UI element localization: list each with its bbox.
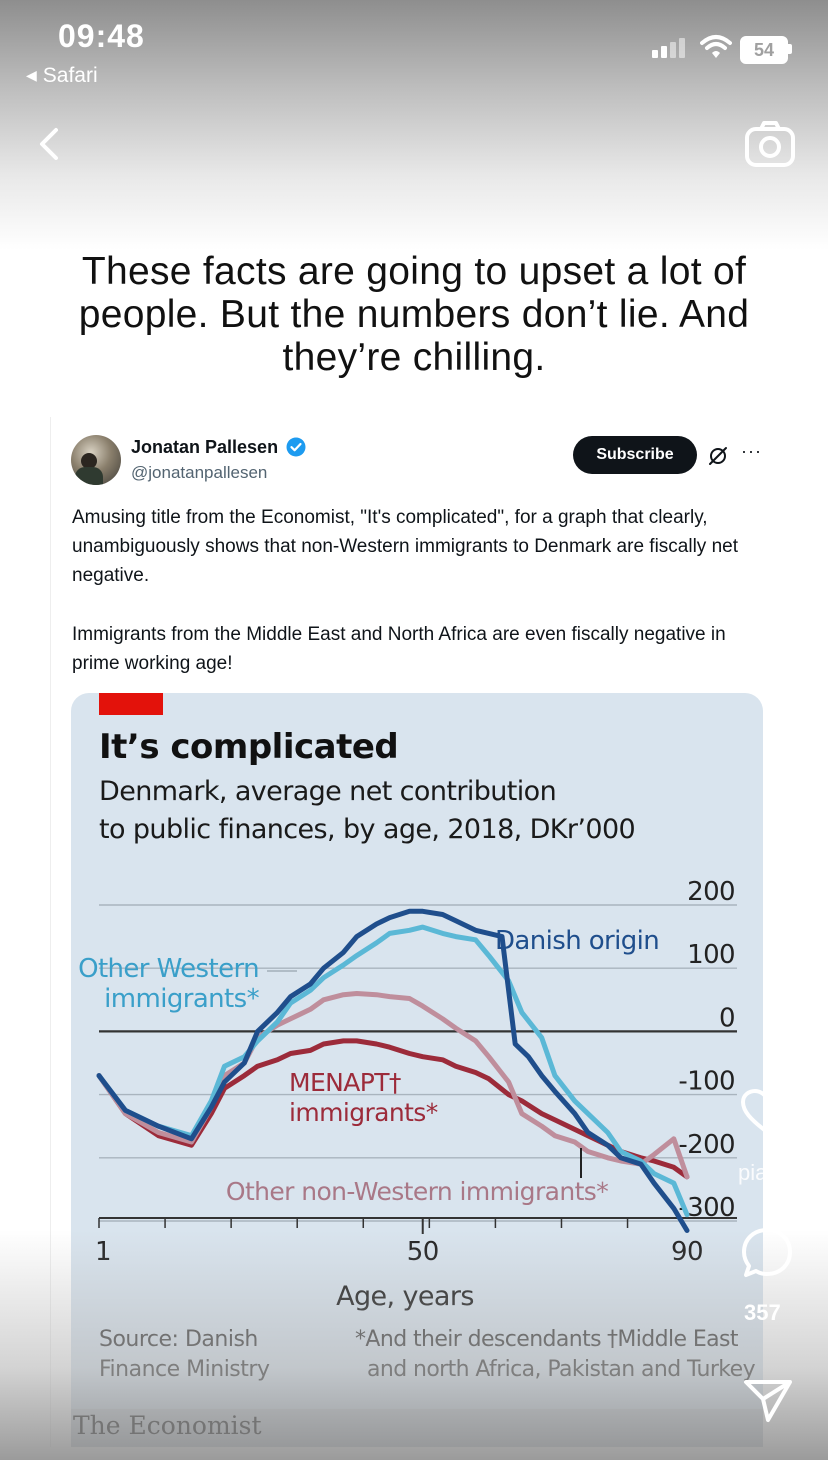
economist-chart-image[interactable]: It’s complicated Denmark, average net co… <box>71 693 763 1447</box>
grok-icon[interactable] <box>707 445 729 467</box>
tweet-text-paragraph: Immigrants from the Middle East and Nort… <box>72 624 726 674</box>
status-time: 09:48 <box>58 18 145 54</box>
story-headline: These facts are going to upset a lot of … <box>78 250 750 379</box>
chart-footnote: *And their descendants †Middle East and … <box>355 1325 756 1385</box>
chart-source: Source: Danish Finance Ministry <box>99 1325 270 1385</box>
x-tick-label: 50 <box>407 1237 439 1267</box>
chart-title: It’s complicated <box>99 727 399 767</box>
y-tick-label: 200 <box>687 877 735 907</box>
chevron-left-icon[interactable] <box>32 124 72 164</box>
y-tick-label: 100 <box>687 940 735 970</box>
series-label-menapt: immigrants* <box>289 1098 438 1127</box>
overlay-text: pia <box>738 1160 768 1185</box>
series-label-other-western: Other Western <box>78 954 259 984</box>
series-label-menapt: MENAPT† <box>289 1068 401 1097</box>
footnote-menapt-detail: and north Africa, Pakistan and Turkey <box>367 1357 756 1382</box>
economist-brand-bar: The Economist <box>71 1409 763 1447</box>
back-app-label: Safari <box>42 64 98 87</box>
battery-icon: 54 <box>740 36 788 64</box>
x-tick-label: 1 <box>95 1237 111 1267</box>
y-tick-label: 0 <box>719 1003 735 1033</box>
source-line: Finance Ministry <box>99 1357 270 1382</box>
wifi-icon <box>700 35 732 58</box>
footnote-menapt: †Middle East <box>607 1327 739 1352</box>
chart-subtitle-line: to public finances, by age, 2018, DKr’00… <box>99 814 636 845</box>
comment-icon[interactable] <box>740 1226 794 1280</box>
camera-icon[interactable] <box>744 120 796 168</box>
series-line <box>96 908 690 1233</box>
heart-icon[interactable] <box>740 1088 794 1136</box>
chart-subtitle: Denmark, average net contribution to pub… <box>99 773 719 849</box>
avatar[interactable] <box>71 435 121 485</box>
more-options-icon[interactable]: ··· <box>741 441 762 461</box>
tweet-card: Jonatan Pallesen @jonatanpallesen Subscr… <box>50 417 779 1447</box>
battery-tip <box>788 44 792 54</box>
tweet-text-paragraph: Amusing title from the Economist, "It's … <box>72 507 738 586</box>
y-tick-label: -200 <box>678 1130 735 1160</box>
share-icon[interactable] <box>742 1378 794 1424</box>
x-axis-label: Age, years <box>336 1281 474 1312</box>
series-line <box>96 924 690 1218</box>
footnote-descendants: *And their descendants <box>355 1327 602 1352</box>
author-handle[interactable]: @jonatanpallesen <box>131 463 268 482</box>
x-tick-label: 90 <box>671 1237 703 1267</box>
economist-red-tag <box>99 693 163 715</box>
back-to-app-link[interactable]: ◀ Safari <box>26 64 98 88</box>
chart-subtitle-line: Denmark, average net contribution <box>99 776 557 807</box>
series-label-other-western: immigrants* <box>104 984 259 1014</box>
status-bar-gradient <box>0 0 828 250</box>
back-triangle-icon: ◀ <box>26 67 37 83</box>
economist-logo: The Economist <box>73 1411 262 1440</box>
source-line: Source: Danish <box>99 1327 258 1352</box>
battery-level: 54 <box>753 40 775 60</box>
y-tick-label: -100 <box>678 1067 735 1097</box>
verified-badge-icon <box>286 437 306 457</box>
author-name[interactable]: Jonatan Pallesen <box>131 437 279 457</box>
series-label-danish-origin: Danish origin <box>495 926 659 956</box>
cellular-signal-icon <box>652 38 688 58</box>
series-label-other-non-western: Other non-Western immigrants* <box>226 1177 608 1206</box>
comment-count: 357 <box>744 1300 781 1325</box>
subscribe-button[interactable]: Subscribe <box>573 436 697 474</box>
